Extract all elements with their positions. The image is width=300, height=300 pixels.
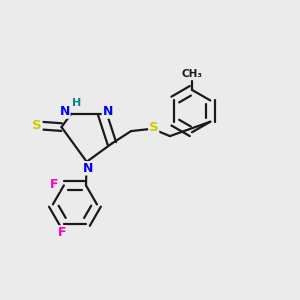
Text: F: F xyxy=(50,178,59,191)
Text: N: N xyxy=(83,162,93,175)
Text: N: N xyxy=(59,105,70,118)
Text: H: H xyxy=(72,98,81,108)
Text: S: S xyxy=(32,119,42,132)
Text: CH₃: CH₃ xyxy=(182,69,203,79)
Text: F: F xyxy=(58,226,67,239)
Text: S: S xyxy=(149,121,158,134)
Text: N: N xyxy=(102,105,113,118)
